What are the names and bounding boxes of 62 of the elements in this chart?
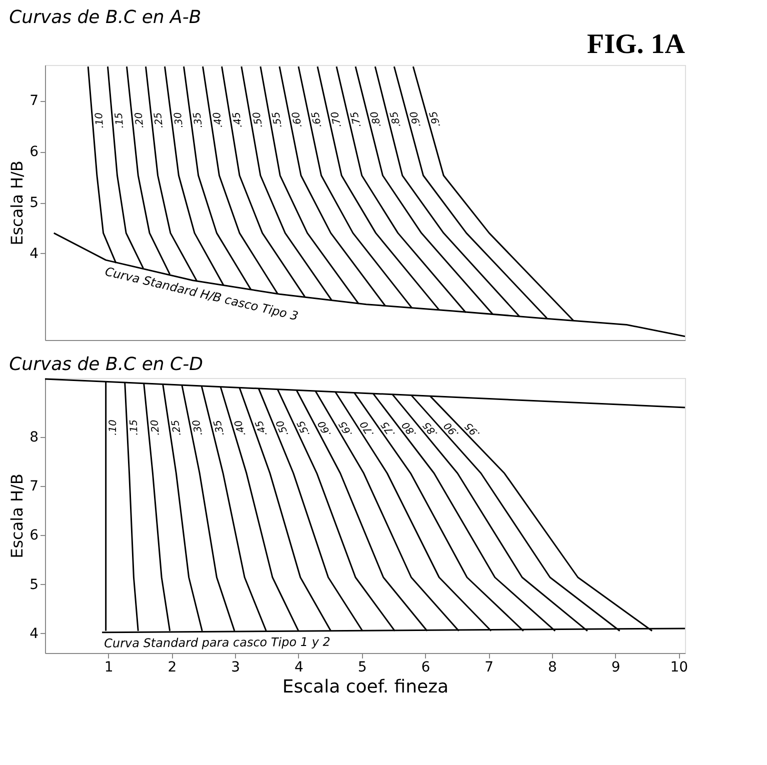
text: .50 <box>274 418 292 438</box>
x-tick-label: 8 <box>548 660 557 676</box>
text: .75 <box>380 419 398 438</box>
text: .65 <box>310 110 324 128</box>
text: .30 <box>172 111 186 129</box>
text: .45 <box>231 111 245 129</box>
y-tick-label: 6 <box>30 144 39 160</box>
y-tick-label: 4 <box>30 246 39 262</box>
series-label: Curva Standard para casco Tipo 1 y 2 <box>104 634 330 650</box>
text: .70 <box>358 418 376 438</box>
text: .40 <box>233 418 248 438</box>
text: .80 <box>369 110 384 128</box>
text: .85 <box>421 419 440 439</box>
x-tick-label: 5 <box>358 660 367 676</box>
y-tick-label: 7 <box>30 478 38 495</box>
text: .35 <box>212 418 227 437</box>
text: .40 <box>212 111 226 129</box>
text: .15 <box>128 419 140 436</box>
text: .95 <box>463 420 482 440</box>
text: .85 <box>388 110 404 128</box>
x-tick-label: 6 <box>421 660 430 676</box>
y-tick-label: 6 <box>30 528 39 544</box>
text: .25 <box>152 112 166 129</box>
text: .10 <box>108 420 119 436</box>
y-tick-label: 5 <box>30 195 38 211</box>
chart-title: Curvas de B.C en A-B <box>9 7 202 28</box>
x-tick-label: 3 <box>231 660 240 676</box>
text: .90 <box>408 110 424 128</box>
text: .55 <box>296 418 312 438</box>
y-axis-title: Escala H/B <box>8 160 27 246</box>
text: .45 <box>254 418 270 438</box>
text: .25 <box>170 419 184 436</box>
x-tick-label: 4 <box>294 660 304 676</box>
text: .10 <box>94 112 106 129</box>
y-tick-label: 5 <box>30 576 38 593</box>
y-tick-label: 7 <box>30 93 38 110</box>
text: .95 <box>428 110 444 128</box>
text: .55 <box>270 110 284 128</box>
y-tick-label: 4 <box>30 626 39 642</box>
text: .75 <box>349 110 364 128</box>
y-tick-label: 8 <box>30 429 38 446</box>
x-tick-label: 2 <box>168 660 177 676</box>
caption: FIG. 1A <box>587 29 686 60</box>
text: .60 <box>290 110 305 128</box>
text: .15 <box>114 112 126 129</box>
chart-title: Curvas de B.C en C-D <box>9 354 203 375</box>
x-tick-label: 7 <box>484 660 494 676</box>
x-tick-label: 9 <box>611 660 620 676</box>
text: .70 <box>330 110 344 128</box>
text: .50 <box>252 110 266 129</box>
x-tick-label: 10 <box>670 660 688 676</box>
text: .20 <box>134 112 146 129</box>
text: .90 <box>442 420 462 439</box>
text: .35 <box>192 111 205 129</box>
y-axis-title: Escala H/B <box>8 474 27 558</box>
text: .60 <box>316 418 334 438</box>
text: .80 <box>400 419 419 439</box>
text: .20 <box>149 419 162 436</box>
text: .30 <box>191 418 206 436</box>
text: .65 <box>337 418 355 438</box>
x-tick-label: 1 <box>104 660 114 676</box>
x-axis-title: Escala coef. fineza <box>282 676 449 698</box>
